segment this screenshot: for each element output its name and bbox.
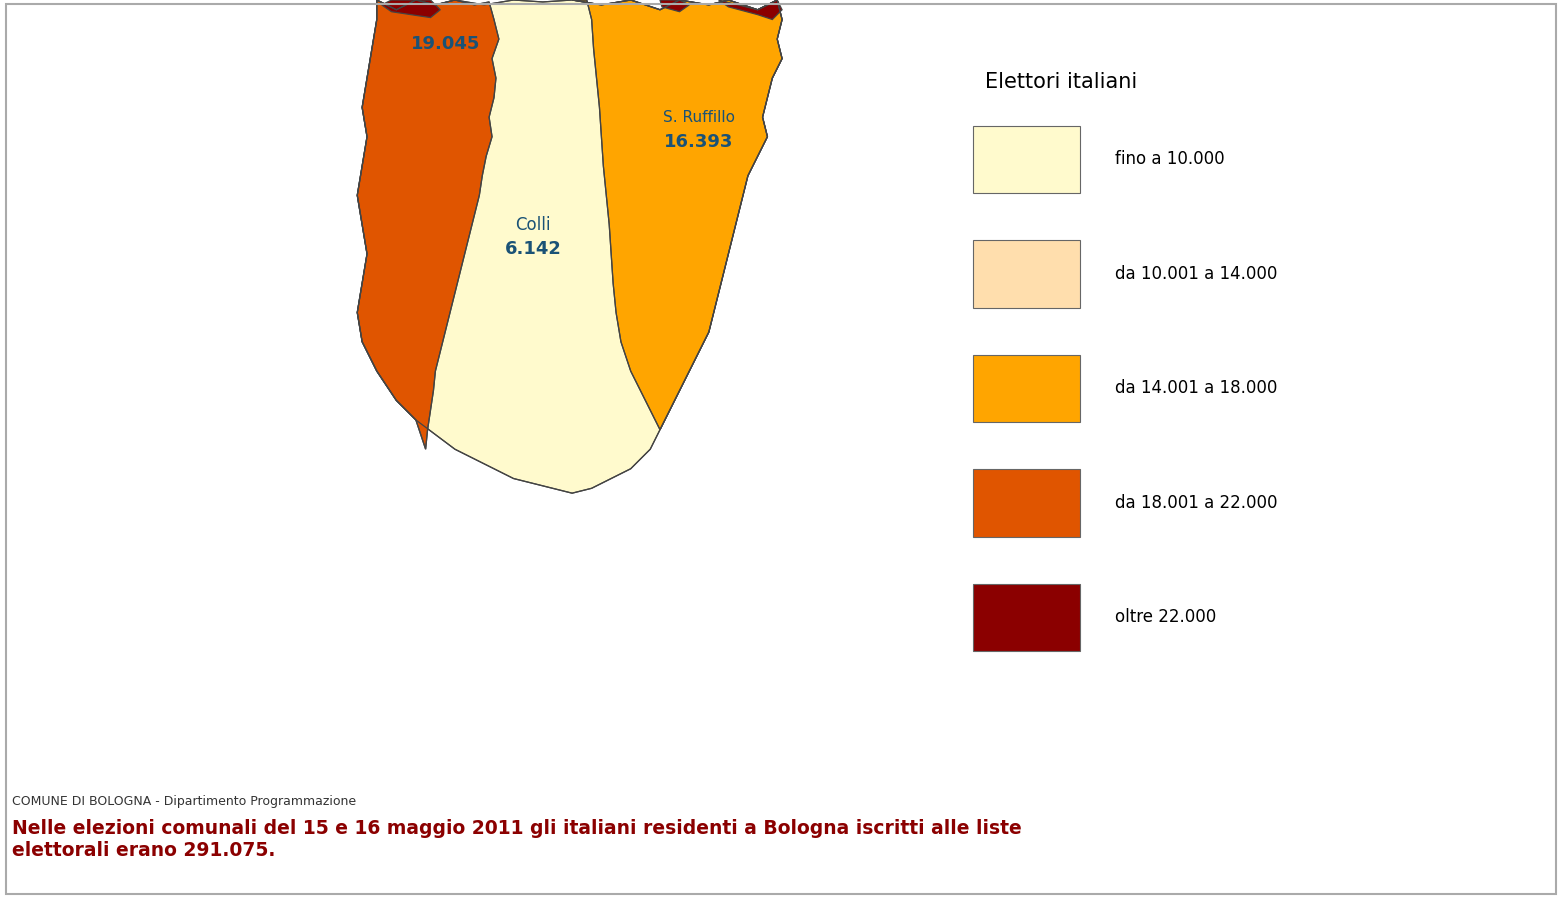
FancyBboxPatch shape	[973, 584, 1079, 651]
Text: COMUNE DI BOLOGNA - Dipartimento Programmazione: COMUNE DI BOLOGNA - Dipartimento Program…	[12, 795, 356, 807]
Text: S. Ruffillo: S. Ruffillo	[662, 110, 736, 125]
Polygon shape	[358, 0, 783, 493]
FancyBboxPatch shape	[973, 241, 1079, 308]
Polygon shape	[661, 0, 689, 12]
Text: 16.393: 16.393	[664, 133, 734, 151]
Text: 6.142: 6.142	[505, 240, 561, 258]
Text: Nelle elezioni comunali del 15 e 16 maggio 2011 gli italiani residenti a Bologna: Nelle elezioni comunali del 15 e 16 magg…	[12, 819, 1022, 860]
Text: da 18.001 a 22.000: da 18.001 a 22.000	[1115, 494, 1278, 512]
Text: da 10.001 a 14.000: da 10.001 a 14.000	[1115, 265, 1278, 283]
Polygon shape	[358, 0, 498, 449]
Text: Colli: Colli	[515, 216, 551, 233]
Text: fino a 10.000: fino a 10.000	[1115, 150, 1225, 169]
FancyBboxPatch shape	[973, 355, 1079, 422]
Text: oltre 22.000: oltre 22.000	[1115, 608, 1217, 627]
FancyBboxPatch shape	[973, 470, 1079, 537]
Polygon shape	[572, 0, 783, 430]
Polygon shape	[381, 0, 440, 18]
Text: 19.045: 19.045	[411, 35, 480, 53]
Text: da 14.001 a 18.000: da 14.001 a 18.000	[1115, 379, 1278, 398]
Polygon shape	[719, 0, 783, 20]
Text: Elettori italiani: Elettori italiani	[984, 72, 1137, 92]
FancyBboxPatch shape	[973, 126, 1079, 193]
